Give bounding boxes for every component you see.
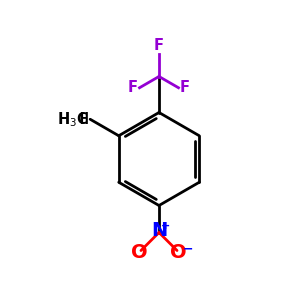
Text: −: −	[183, 242, 194, 256]
Text: F: F	[128, 80, 138, 95]
Text: N: N	[151, 221, 167, 241]
Text: H: H	[80, 112, 89, 127]
Text: O: O	[170, 242, 187, 262]
Text: +: +	[161, 221, 170, 231]
Text: F: F	[154, 38, 164, 52]
Text: O: O	[131, 242, 148, 262]
Text: H$_3$C: H$_3$C	[58, 110, 89, 129]
Text: F: F	[180, 80, 190, 95]
